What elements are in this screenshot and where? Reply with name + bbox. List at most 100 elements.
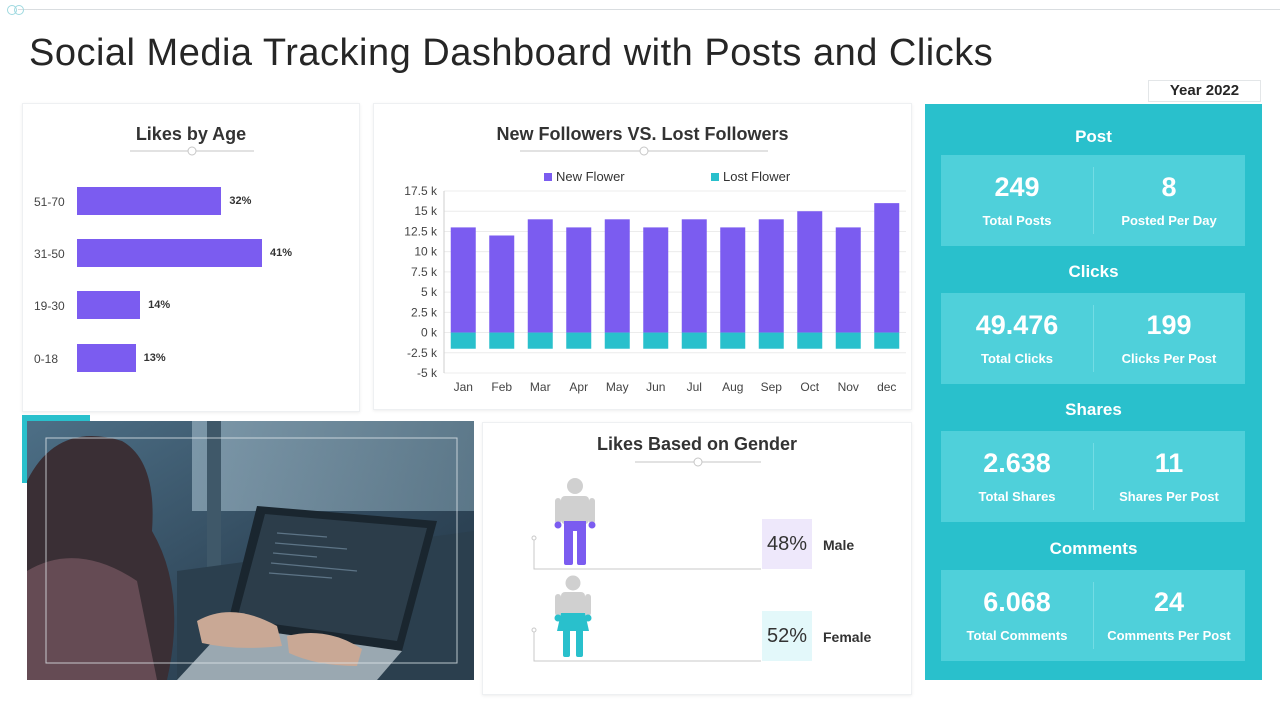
age-row: 0-18 13% <box>23 344 353 374</box>
comments-stats: 6.068 Total Comments 24 Comments Per Pos… <box>941 570 1245 661</box>
likes-by-age-title: Likes by Age <box>135 124 247 144</box>
x-tick-label: Jun <box>646 380 665 394</box>
bar-new-followers <box>566 227 592 333</box>
stats-panel: Post 249 Total Posts 8 Posted Per Day Cl… <box>925 104 1262 680</box>
stat-value: 6.068 <box>983 587 1051 617</box>
stat-label: Posted Per Day <box>1121 213 1217 228</box>
comments-section-title: Comments <box>1049 539 1138 558</box>
age-label: 19-30 <box>34 299 65 313</box>
bar-new-followers <box>681 219 707 333</box>
stat-label: Total Posts <box>982 213 1052 228</box>
bar-lost-followers <box>643 332 669 349</box>
female-leader-line <box>531 627 761 662</box>
age-row: 51-70 32% <box>23 187 353 217</box>
bar-new-followers <box>720 227 746 333</box>
age-bar <box>77 187 222 215</box>
x-tick-label: dec <box>877 380 896 394</box>
y-tick-label: 10 k <box>414 245 438 259</box>
bar-lost-followers <box>720 332 746 349</box>
bar-lost-followers <box>450 332 476 349</box>
bar-new-followers <box>450 227 476 333</box>
gender-title: Likes Based on Gender <box>596 434 798 454</box>
age-row: 19-30 14% <box>23 291 353 321</box>
stat-label: Total Comments <box>966 628 1068 643</box>
legend-lost: Lost Flower <box>711 169 790 184</box>
year-selector[interactable]: Year 2022 <box>1148 80 1261 102</box>
bar-new-followers <box>758 219 784 333</box>
shares-section-title: Shares <box>1065 400 1122 419</box>
shares-stats: 2.638 Total Shares 11 Shares Per Post <box>941 431 1245 522</box>
age-label: 51-70 <box>34 195 65 209</box>
age-pct: 13% <box>143 352 166 364</box>
stat-value: 49.476 <box>975 310 1059 340</box>
y-tick-label: 7.5 k <box>411 265 438 279</box>
gender-panel: Likes Based on Gender 48% Male 52% Femal <box>482 422 912 695</box>
rings-icon <box>7 5 24 15</box>
bar-new-followers <box>489 235 515 333</box>
x-tick-label: Feb <box>491 380 512 394</box>
title-divider-icon <box>635 457 761 467</box>
bar-new-followers <box>874 203 900 333</box>
post-section-title: Post <box>1075 127 1112 146</box>
legend-swatch-new <box>544 172 552 181</box>
stat-value: 2.638 <box>983 448 1051 478</box>
bar-lost-followers <box>489 332 515 349</box>
y-tick-label: 0 k <box>421 326 438 340</box>
stat-value: 11 <box>1154 448 1184 478</box>
age-pct: 32% <box>229 195 252 207</box>
y-tick-label: 15 k <box>414 204 438 218</box>
bar-lost-followers <box>874 332 900 349</box>
stat-value: 24 <box>1153 587 1185 617</box>
followers-chart: 17.5 k 15 k 12.5 k 10 k 7.5 k 5 k 2.5 k 0 k -2.5… <box>404 184 906 394</box>
total-comments: 6.068 Total Comments <box>941 570 1093 661</box>
age-bar <box>77 239 262 267</box>
x-tick-label: Nov <box>838 380 859 394</box>
stat-divider <box>1093 443 1094 510</box>
title-divider-icon <box>130 146 254 156</box>
clicks-stats: 49.476 Total Clicks 199 Clicks Per Post <box>941 293 1245 384</box>
y-tick-label: -2.5 k <box>407 346 438 360</box>
male-label: Male <box>823 537 855 553</box>
x-tick-label: Oct <box>800 380 819 394</box>
y-tick-label: -5 k <box>417 366 438 380</box>
followers-title: New Followers VS. Lost Followers <box>496 124 789 144</box>
posted-per-day: 8 Posted Per Day <box>1093 155 1245 246</box>
stat-divider <box>1093 167 1094 234</box>
bar-lost-followers <box>604 332 630 349</box>
stat-label: Shares Per Post <box>1119 489 1219 504</box>
age-pct: 41% <box>270 247 293 259</box>
bar-new-followers <box>835 227 861 333</box>
legend-new: New Flower <box>544 169 625 184</box>
clicks-per-post: 199 Clicks Per Post <box>1093 293 1245 384</box>
y-tick-label: 12.5 k <box>404 224 438 238</box>
female-icon <box>554 575 592 657</box>
stat-label: Total Shares <box>978 489 1056 504</box>
bar-new-followers <box>604 219 630 333</box>
age-bar <box>77 344 136 372</box>
stat-value: 8 <box>1161 172 1177 202</box>
bar-lost-followers <box>527 332 553 349</box>
x-tick-label: Jul <box>687 380 702 394</box>
laptop-photo <box>27 421 474 680</box>
male-icon <box>554 478 596 565</box>
total-shares: 2.638 Total Shares <box>941 431 1093 522</box>
title-divider-icon <box>520 146 768 156</box>
shares-per-post: 11 Shares Per Post <box>1093 431 1245 522</box>
stat-label: Total Clicks <box>980 351 1053 366</box>
x-tick-label: May <box>606 380 629 394</box>
legend-new-label: New Flower <box>556 169 625 184</box>
stat-value: 249 <box>994 172 1040 202</box>
female-label: Female <box>823 629 872 645</box>
stat-value: 199 <box>1146 310 1192 340</box>
male-pct: 48% <box>762 519 812 569</box>
age-label: 0-18 <box>34 352 59 366</box>
bar-new-followers <box>797 211 823 333</box>
bar-lost-followers <box>835 332 861 349</box>
age-pct: 14% <box>148 299 171 311</box>
top-divider <box>18 9 1280 10</box>
total-posts: 249 Total Posts <box>941 155 1093 246</box>
bar-lost-followers <box>758 332 784 349</box>
bar-lost-followers <box>797 332 823 349</box>
x-tick-label: Jan <box>454 380 473 394</box>
x-tick-label: Aug <box>722 380 743 394</box>
